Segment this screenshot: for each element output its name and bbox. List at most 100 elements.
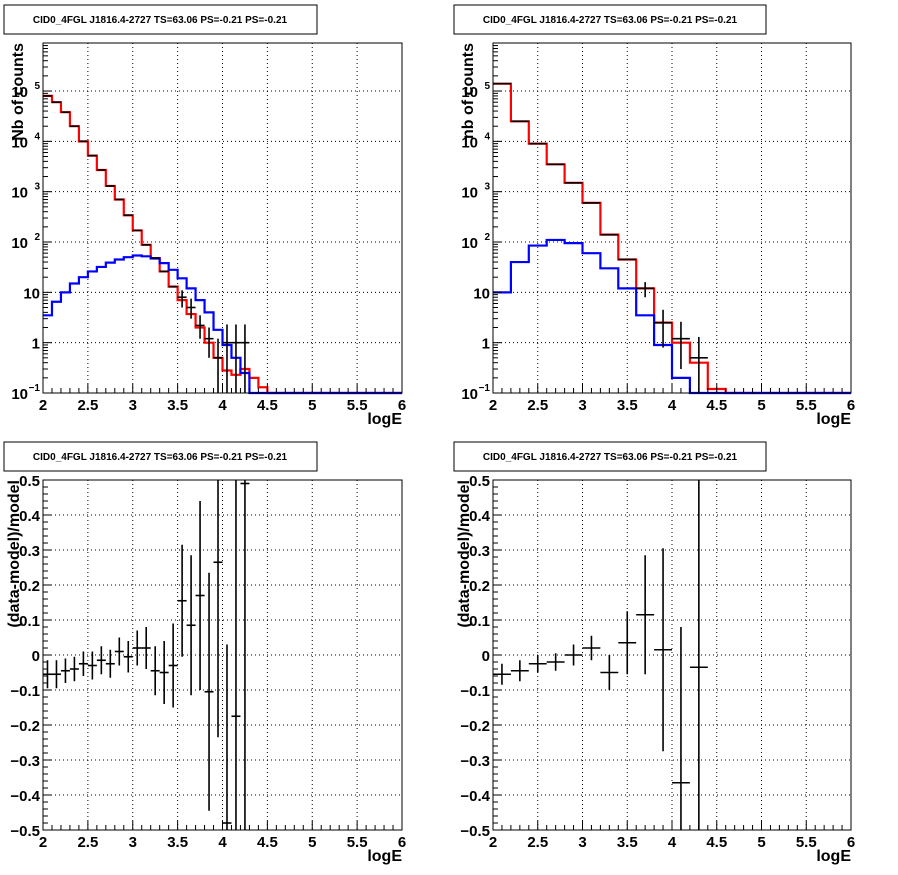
- y-tick-label: 0.5: [19, 473, 40, 490]
- x-tick-label: 6: [398, 834, 406, 851]
- y-axis-label: Nb of counts: [10, 43, 27, 141]
- data-point: [231, 324, 241, 393]
- x-tick-label: 6: [847, 397, 855, 414]
- residual-point: [510, 660, 529, 682]
- residual-point: [78, 651, 88, 676]
- y-tick-label: 10: [473, 285, 490, 302]
- x-tick-label: 5.5: [796, 397, 817, 414]
- y-tick-label: 10: [11, 235, 28, 252]
- data-point: [240, 324, 250, 393]
- panel-title: CID0_4FGL J1816.4-2727 TS=63.06 PS=-0.21…: [33, 15, 288, 26]
- y-tick-label: −0.3: [10, 753, 40, 770]
- residual-point: [546, 653, 565, 671]
- x-axis: 2 2.5 3 3.5 4 4.5 5 5.5 6: [39, 821, 406, 851]
- y-tick-exponent: 5: [34, 81, 40, 92]
- x-tick-label: 4.5: [706, 397, 727, 414]
- y-tick-exponent: 3: [484, 182, 490, 193]
- residual-point: [43, 660, 52, 689]
- residual-point: [636, 555, 655, 675]
- y-tick-exponent: 5: [484, 81, 490, 92]
- residual-point: [96, 646, 106, 675]
- y-tick-exponent: −1: [29, 383, 41, 394]
- title-box: [3, 441, 318, 472]
- residual-point: [528, 655, 547, 673]
- y-tick-label: −0.4: [460, 788, 490, 805]
- x-tick-label: 2.5: [527, 397, 548, 414]
- residual-point: [689, 480, 708, 830]
- x-axis: 2 2.5 3 3.5 4 4.5 5 5.5 6: [489, 384, 855, 414]
- data-point: [689, 336, 708, 393]
- x-tick-label: 4: [668, 397, 677, 414]
- data-point: [195, 315, 205, 339]
- x-tick-label: 6: [847, 834, 855, 851]
- y-tick-label: 10: [461, 185, 478, 202]
- x-tick-label: 3: [578, 397, 586, 414]
- y-axis-label: (data-model)/model: [6, 480, 23, 628]
- y-tick-exponent: 3: [34, 182, 40, 193]
- y-tick-label: −0.5: [10, 823, 40, 840]
- x-axis-label: logE: [816, 411, 851, 428]
- title-box: [453, 4, 767, 35]
- panel-title: CID0_4FGL J1816.4-2727 TS=63.06 PS=-0.21…: [33, 452, 288, 463]
- x-tick-label: 5.5: [796, 834, 817, 851]
- residual-point: [51, 660, 61, 689]
- y-tick-label: 0.1: [19, 613, 40, 630]
- residual-point: [150, 646, 160, 696]
- x-tick-label: 3: [578, 834, 586, 851]
- y-axis-label: (data-model)/model: [456, 480, 473, 628]
- residual-point: [213, 480, 223, 738]
- y-tick-label: 0.5: [469, 473, 490, 490]
- y-axis: −0.5 −0.4 −0.3 −0.2 −0.1 0 0.1 0.2 0.3 0.4 0.5: [460, 473, 502, 840]
- title-box: [453, 441, 767, 472]
- x-tick-label: 2: [489, 397, 497, 414]
- x-tick-label: 5.5: [347, 834, 368, 851]
- y-tick-label: 0.4: [469, 508, 491, 525]
- y-tick-label: 0.2: [19, 578, 40, 595]
- residual-point: [105, 649, 115, 678]
- x-axis: 2 2.5 3 3.5 4 4.5 5 5.5 6: [39, 384, 406, 414]
- y-tick-label: 0.2: [469, 578, 490, 595]
- x-tick-label: 2: [39, 397, 47, 414]
- residual-point: [582, 635, 601, 661]
- x-tick-label: 5.5: [347, 397, 368, 414]
- x-tick-label: 5: [757, 834, 765, 851]
- x-tick-label: 4: [218, 397, 227, 414]
- residual-point: [600, 655, 619, 690]
- x-tick-label: 3: [129, 834, 137, 851]
- data-points: [493, 82, 708, 393]
- residual-point: [618, 611, 637, 675]
- x-axis-label: logE: [816, 848, 851, 865]
- residual-point: [177, 544, 187, 657]
- data-point: [186, 298, 196, 319]
- x-tick-label: 2.5: [77, 397, 98, 414]
- data-points: [43, 95, 250, 393]
- y-tick-label: 10: [11, 185, 28, 202]
- x-tick-label: 2.5: [77, 834, 98, 851]
- residual-point: [186, 555, 196, 696]
- panel-counts-left: CID0_4FGL J1816.4-2727 TS=63.06 PS=-0.21…: [3, 4, 406, 428]
- panel-title: CID0_4FGL J1816.4-2727 TS=63.06 PS=-0.21…: [483, 15, 738, 26]
- y-tick-label: 0: [32, 648, 40, 665]
- panel-residuals-left: CID0_4FGL J1816.4-2727 TS=63.06 PS=-0.21…: [3, 441, 406, 865]
- residual-point: [123, 641, 133, 673]
- residual-point: [159, 641, 169, 704]
- residual-points: [493, 480, 708, 830]
- x-tick-label: 3.5: [617, 834, 638, 851]
- data-point: [213, 338, 223, 393]
- x-tick-label: 3.5: [617, 397, 638, 414]
- y-tick-label: 10: [11, 84, 28, 101]
- x-tick-label: 5: [308, 834, 316, 851]
- x-tick-label: 6: [398, 397, 406, 414]
- panel-title: CID0_4FGL J1816.4-2727 TS=63.06 PS=-0.21…: [483, 452, 738, 463]
- data-point: [177, 290, 187, 308]
- y-axis-label: nb of counts: [460, 43, 477, 139]
- data-point: [654, 309, 672, 348]
- y-tick-label: −0.4: [10, 788, 40, 805]
- y-tick-label: 10: [461, 84, 478, 101]
- y-tick-label: 10: [461, 386, 478, 403]
- y-tick-label: −0.2: [460, 718, 490, 735]
- x-tick-label: 2: [489, 834, 497, 851]
- y-tick-label: 0: [482, 648, 490, 665]
- y-tick-label: 10: [23, 285, 40, 302]
